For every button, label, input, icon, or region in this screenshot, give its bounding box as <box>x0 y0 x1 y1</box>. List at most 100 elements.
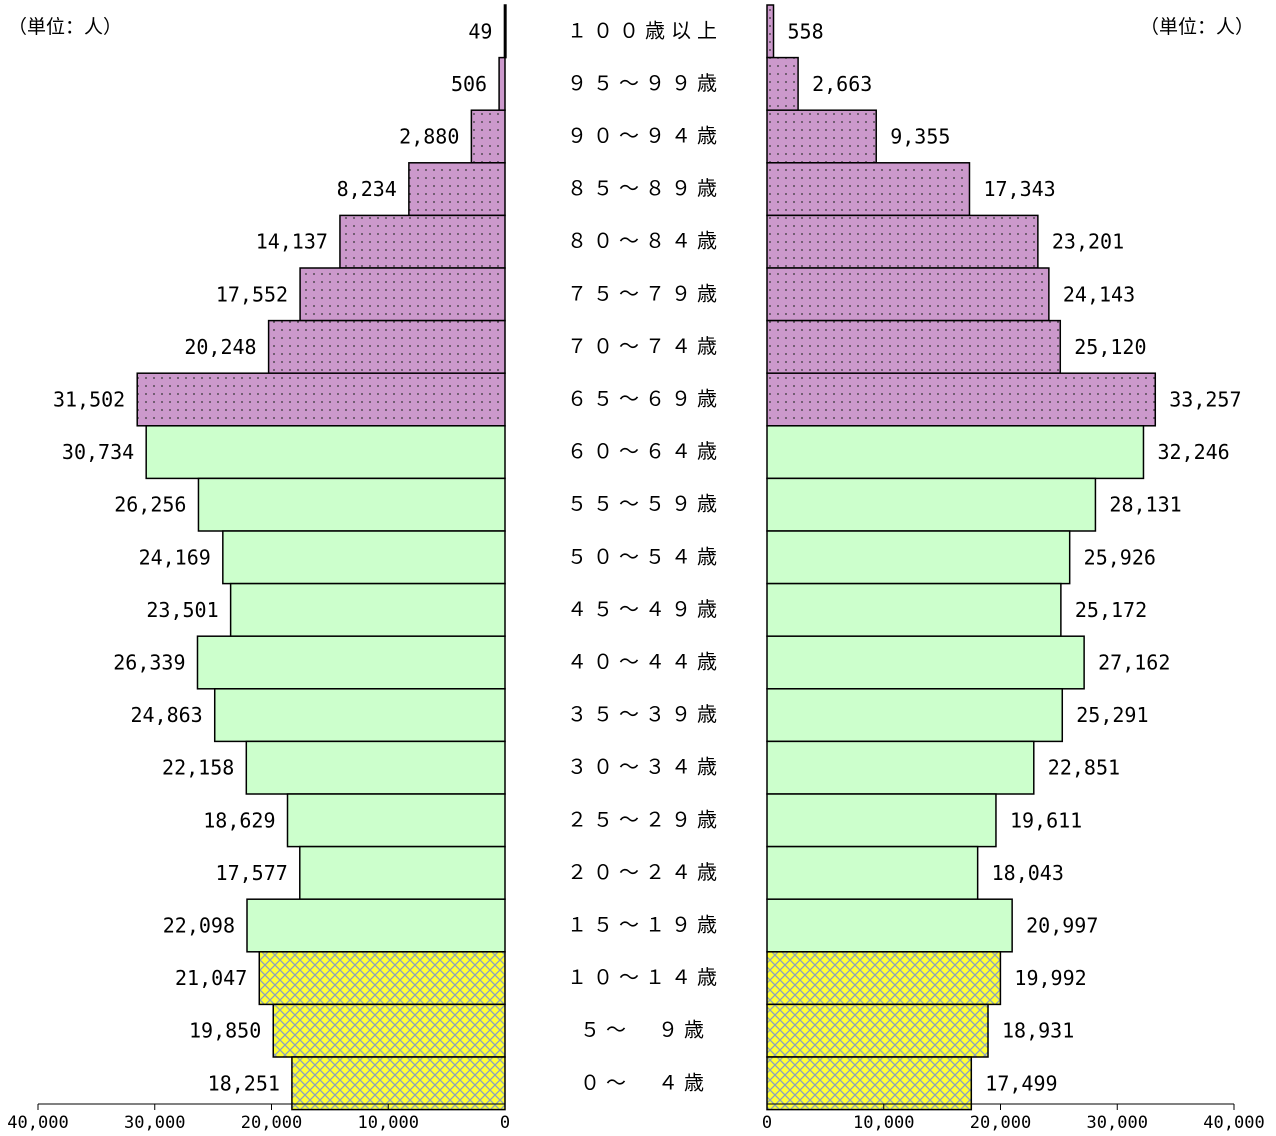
age-group-label: ６０～６４歳 <box>567 439 723 463</box>
age-group-label: ５５～５９歳 <box>567 492 723 516</box>
value-label-left: 18,251 <box>208 1071 280 1095</box>
bar-left <box>245 740 506 795</box>
bar-left <box>196 635 506 690</box>
value-label-left: 24,169 <box>139 545 211 569</box>
age-group-label: ０～ ４歳 <box>580 1070 710 1094</box>
unit-label-left: （単位：人） <box>8 16 123 38</box>
value-label-right: 17,343 <box>983 177 1055 201</box>
tick-label-right: 10,000 <box>853 1113 914 1133</box>
bar-left <box>503 4 507 59</box>
age-group-labels: １００歳以上 ９５～９９歳 ９０～９４歳 ８５～８９歳 ８０～８４歳 ７５～７９歳 ７０～７… <box>567 18 723 1094</box>
left-bars <box>136 4 507 1111</box>
value-label-left: 20,248 <box>184 335 256 359</box>
age-group-label: ５０～５４歳 <box>567 544 723 568</box>
value-label-left: 26,339 <box>113 651 185 675</box>
tick-label-left: 0 <box>500 1113 510 1133</box>
tick-label-right: 30,000 <box>1087 1113 1148 1133</box>
value-label-left: 14,137 <box>256 230 328 254</box>
value-label-left: 23,501 <box>146 598 218 622</box>
value-label-right: 23,201 <box>1052 230 1124 254</box>
value-label-right: 20,997 <box>1026 914 1098 938</box>
bar-right <box>766 1003 989 1058</box>
value-label-right: 25,926 <box>1084 545 1156 569</box>
age-group-label: ４０～４４歳 <box>567 650 723 674</box>
value-label-right: 18,043 <box>992 861 1064 885</box>
value-label-right: 18,931 <box>1002 1019 1074 1043</box>
value-label-right: 33,257 <box>1169 388 1241 412</box>
bar-right <box>766 477 1097 532</box>
value-label-right: 28,131 <box>1109 493 1181 517</box>
bar-right <box>766 951 1002 1006</box>
value-labels: 49 558 506 2,663 2,880 9,355 8,234 17,343 14,137… <box>53 19 1242 1095</box>
bar-left <box>339 214 506 269</box>
age-group-label: ５～ ９歳 <box>580 1018 710 1042</box>
axes: 40,000 30,000 20,000 10,000 0 0 10,000 20,000 30… <box>7 1103 1265 1133</box>
value-label-right: 19,992 <box>1014 966 1086 990</box>
bar-right <box>766 425 1145 480</box>
bar-left <box>145 425 506 480</box>
bar-right <box>766 1056 973 1111</box>
age-group-label: ３５～３９歳 <box>567 702 723 726</box>
bar-right <box>766 530 1071 585</box>
bar-left <box>299 845 506 900</box>
bar-left <box>197 477 506 532</box>
age-group-label: ７０～７４歳 <box>567 334 723 358</box>
bar-right <box>766 319 1062 374</box>
bar-right <box>766 635 1085 690</box>
bar-right <box>766 582 1062 637</box>
bar-right <box>766 898 1013 953</box>
bar-left <box>291 1056 506 1111</box>
value-label-left: 2,880 <box>399 125 459 149</box>
bar-right <box>766 267 1050 322</box>
value-label-right: 2,663 <box>812 72 872 96</box>
age-group-label: ４５～４９歳 <box>567 597 723 621</box>
tick-label-left: 10,000 <box>358 1113 419 1133</box>
value-label-right: 24,143 <box>1063 282 1135 306</box>
age-group-label: １００歳以上 <box>567 18 723 42</box>
age-group-label: ２０～２４歳 <box>567 860 723 884</box>
value-label-right: 25,291 <box>1076 703 1148 727</box>
bar-left <box>299 267 506 322</box>
bar-right <box>766 740 1035 795</box>
age-group-label: １５～１９歳 <box>567 913 723 937</box>
bar-right <box>766 56 799 111</box>
value-label-left: 49 <box>468 19 492 43</box>
age-group-label: ８５～８９歳 <box>567 176 723 200</box>
tick-label-left: 40,000 <box>7 1113 68 1133</box>
bar-right <box>766 109 877 164</box>
value-label-left: 21,047 <box>175 966 247 990</box>
value-label-right: 9,355 <box>890 125 950 149</box>
value-label-right: 25,172 <box>1075 598 1147 622</box>
age-group-label: ８０～８４歳 <box>567 229 723 253</box>
value-label-left: 30,734 <box>62 440 134 464</box>
value-label-left: 31,502 <box>53 388 125 412</box>
right-bars <box>766 4 1157 1111</box>
unit-label-right: （単位：人） <box>1139 16 1254 38</box>
value-label-right: 32,246 <box>1157 440 1229 464</box>
bar-left <box>498 56 506 111</box>
bar-right <box>766 688 1064 743</box>
bar-right <box>766 372 1157 427</box>
bar-left <box>213 688 506 743</box>
bar-right <box>766 214 1039 269</box>
bar-right <box>766 793 997 848</box>
value-label-right: 25,120 <box>1074 335 1146 359</box>
bar-right <box>766 4 775 59</box>
value-label-left: 26,256 <box>114 493 186 517</box>
age-group-label: ９５～９９歳 <box>567 71 723 95</box>
value-label-left: 506 <box>451 72 487 96</box>
bar-left <box>246 898 506 953</box>
bar-left <box>136 372 506 427</box>
bar-left <box>470 109 506 164</box>
age-group-label: ２５～２９歳 <box>567 807 723 831</box>
age-group-label: ３０～３４歳 <box>567 755 723 779</box>
bar-right <box>766 845 979 900</box>
tick-label-right: 40,000 <box>1203 1113 1264 1133</box>
value-label-left: 19,850 <box>189 1019 261 1043</box>
bar-left <box>267 319 506 374</box>
value-label-left: 22,098 <box>163 914 235 938</box>
bar-left <box>222 530 506 585</box>
age-group-label: ９０～９４歳 <box>567 124 723 148</box>
tick-label-left: 30,000 <box>124 1113 185 1133</box>
